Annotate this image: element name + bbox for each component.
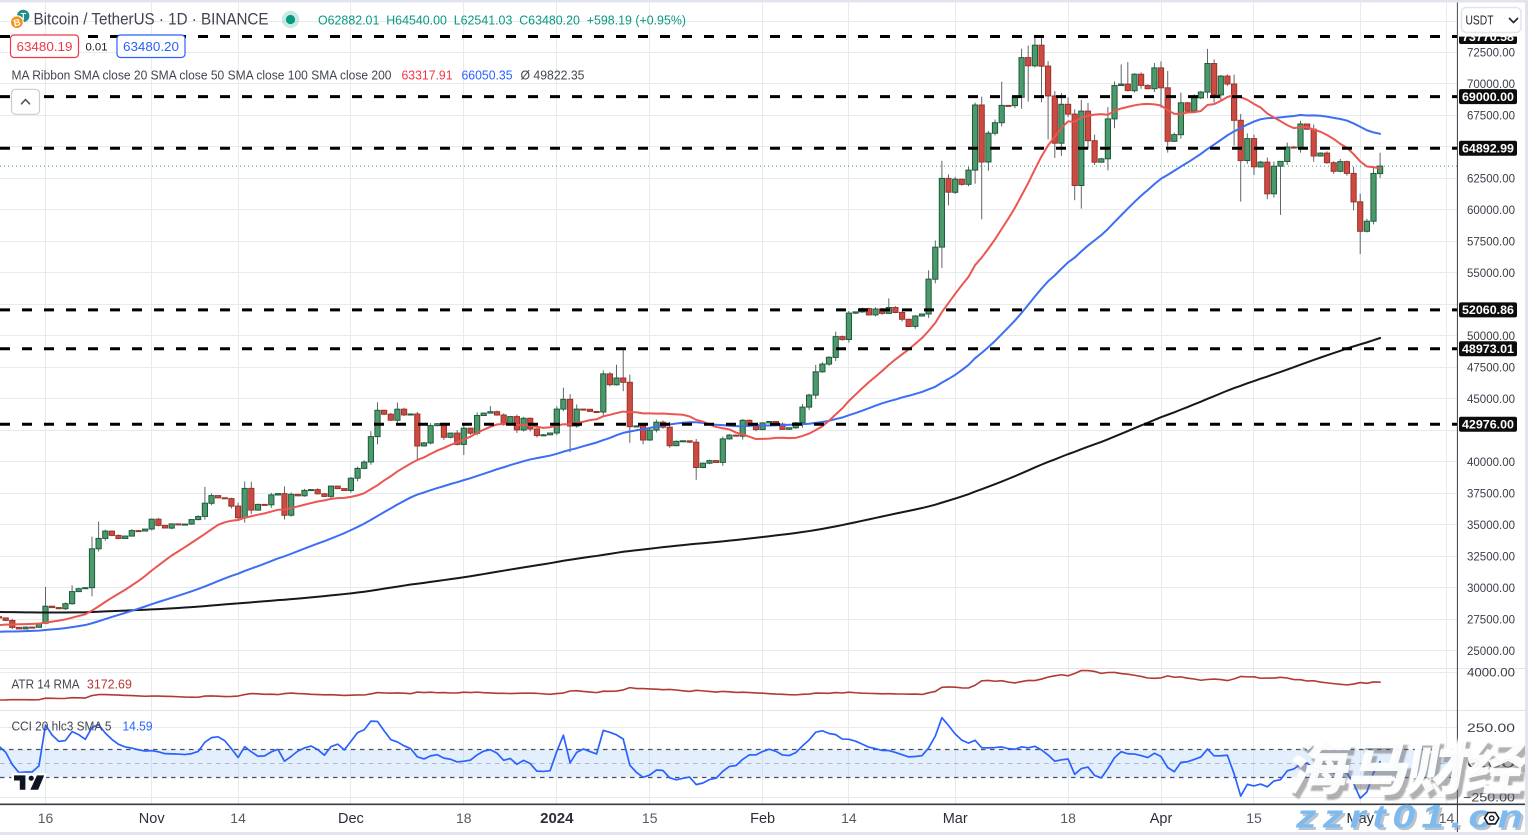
svg-text:Dec: Dec bbox=[338, 811, 364, 827]
svg-text:Apr: Apr bbox=[1150, 811, 1173, 827]
svg-text:60000.00: 60000.00 bbox=[1467, 203, 1515, 217]
svg-text:T: T bbox=[21, 11, 27, 21]
svg-text:MA Ribbon SMA close 20 SMA clo: MA Ribbon SMA close 20 SMA close 50 SMA … bbox=[12, 68, 392, 83]
svg-text:63480.20: 63480.20 bbox=[123, 39, 179, 54]
svg-text:14.59: 14.59 bbox=[123, 719, 153, 733]
svg-text:May: May bbox=[1346, 811, 1374, 827]
svg-text:250.00: 250.00 bbox=[1467, 721, 1515, 735]
svg-text:64892.99: 64892.99 bbox=[1462, 142, 1514, 156]
svg-text:45000.00: 45000.00 bbox=[1467, 392, 1515, 406]
svg-text:27500.00: 27500.00 bbox=[1467, 612, 1515, 626]
svg-text:72500.00: 72500.00 bbox=[1467, 46, 1515, 60]
svg-text:3172.69: 3172.69 bbox=[87, 678, 132, 692]
svg-text:52060.86: 52060.86 bbox=[1462, 303, 1514, 317]
svg-text:Nov: Nov bbox=[139, 811, 166, 827]
svg-text:Mar: Mar bbox=[943, 811, 968, 827]
svg-text:63480.19: 63480.19 bbox=[17, 39, 73, 54]
svg-text:Ø 49822.35: Ø 49822.35 bbox=[521, 68, 585, 83]
svg-text:35000.00: 35000.00 bbox=[1467, 518, 1515, 532]
svg-text:55000.00: 55000.00 bbox=[1467, 266, 1515, 280]
svg-text:42976.00: 42976.00 bbox=[1462, 418, 1514, 432]
svg-text:ATR 14 RMA: ATR 14 RMA bbox=[12, 678, 81, 692]
svg-text:48973.01: 48973.01 bbox=[1462, 342, 1514, 356]
svg-text:69000.00: 69000.00 bbox=[1462, 90, 1514, 104]
svg-text:47500.00: 47500.00 bbox=[1467, 361, 1515, 375]
svg-text:63317.91: 63317.91 bbox=[402, 68, 453, 83]
svg-text:57500.00: 57500.00 bbox=[1467, 235, 1515, 249]
svg-text:14: 14 bbox=[230, 810, 246, 826]
svg-text:18: 18 bbox=[1060, 810, 1076, 826]
svg-text:70000.00: 70000.00 bbox=[1467, 77, 1515, 91]
svg-text:14: 14 bbox=[841, 810, 857, 826]
svg-text:2024: 2024 bbox=[540, 810, 574, 827]
svg-text:16: 16 bbox=[38, 810, 54, 826]
svg-text:14: 14 bbox=[1439, 810, 1455, 826]
svg-text:15: 15 bbox=[642, 810, 658, 826]
svg-text:4000.00: 4000.00 bbox=[1467, 666, 1515, 680]
svg-text:32500.00: 32500.00 bbox=[1467, 549, 1515, 563]
svg-text:40000.00: 40000.00 bbox=[1467, 455, 1515, 469]
svg-text:O62882.01 H64540.00 L62541.0: O62882.01 H64540.00 L62541.03 C63480.20 … bbox=[318, 12, 686, 27]
svg-text:50000.00: 50000.00 bbox=[1467, 329, 1515, 343]
svg-text:62500.00: 62500.00 bbox=[1467, 172, 1515, 186]
svg-text:Feb: Feb bbox=[750, 811, 775, 827]
svg-text:USDT: USDT bbox=[1466, 13, 1494, 28]
svg-text:25000.00: 25000.00 bbox=[1467, 644, 1515, 658]
svg-text:30000.00: 30000.00 bbox=[1467, 581, 1515, 595]
svg-text:37500.00: 37500.00 bbox=[1467, 486, 1515, 500]
svg-text:67500.00: 67500.00 bbox=[1467, 109, 1515, 123]
svg-text:66050.35: 66050.35 bbox=[462, 68, 513, 83]
svg-text:CCI 20 hlc3 SMA 5: CCI 20 hlc3 SMA 5 bbox=[12, 719, 112, 733]
svg-text:15: 15 bbox=[1246, 810, 1262, 826]
svg-text:Bitcoin / TetherUS · 1D · BINA: Bitcoin / TetherUS · 1D · BINANCE bbox=[34, 11, 269, 29]
svg-text:B: B bbox=[13, 17, 22, 29]
svg-text:0.01: 0.01 bbox=[86, 42, 108, 54]
svg-text:18: 18 bbox=[456, 810, 472, 826]
